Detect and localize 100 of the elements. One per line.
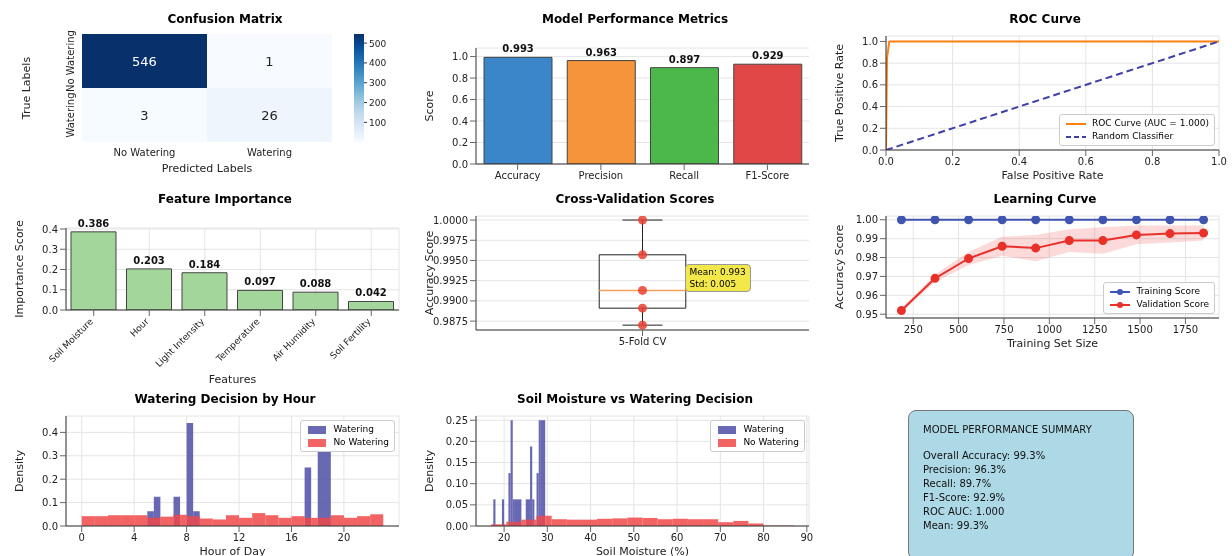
y-tick-label: 1.00	[855, 214, 878, 226]
x-tick-label: 1.0	[1211, 156, 1227, 168]
y-tick-label: 0.4	[42, 223, 58, 235]
chart-title: Model Performance Metrics	[540, 12, 730, 28]
y-axis-title: True Positive Rate	[832, 43, 846, 143]
x-tick-label: 40	[584, 532, 597, 544]
text: ROC AUC: 1.000	[923, 505, 1006, 519]
y-tick-label: 0.20	[445, 435, 468, 447]
data-label: 0.963	[585, 46, 618, 58]
text: Mean: 99.3%	[923, 519, 990, 533]
x-tick-label: 12	[232, 532, 246, 544]
y-tick-label: 0.6	[862, 79, 878, 91]
x-tick-label: 1250	[1081, 324, 1108, 336]
y-tick-label: 0.9975	[433, 234, 468, 246]
data-label: 3	[140, 108, 149, 123]
legend-label: No Watering	[743, 436, 799, 449]
y-tick-label: 0.9925	[433, 275, 468, 287]
x-axis-title: Soil Moisture (%)	[595, 545, 690, 556]
text: Recall: 89.7%	[923, 477, 993, 491]
text: Overall Accuracy: 99.3%	[923, 449, 1047, 463]
chart-title: Watering Decision by Hour	[133, 392, 317, 408]
chart-title: Feature Importance	[157, 192, 293, 208]
x-tick-label: 30	[540, 532, 554, 544]
y-tick-label: 0.6	[452, 94, 468, 106]
y-tick-label: 0.3	[42, 243, 58, 255]
x-tick-label: 0.2	[944, 156, 961, 168]
x-tick-label: 60	[670, 532, 684, 544]
chart-title: Cross-Validation Scores	[554, 192, 716, 208]
x-tick-label: 0.4	[1011, 156, 1028, 168]
color-bar-label: 200	[369, 98, 387, 109]
y-tick-label: 0.4	[862, 101, 878, 113]
x-tick-label: 20	[497, 532, 511, 544]
y-tick-label: 0.15	[445, 457, 468, 469]
y-tick-label: 0.96	[855, 289, 878, 301]
y-tick-label: 0.9875	[433, 315, 468, 327]
y-tick-label: 1.0000	[433, 214, 468, 226]
y-tick-label: 0.00	[445, 520, 468, 532]
y-tick-label: 0.05	[445, 499, 468, 511]
x-tick-label: 50	[627, 532, 641, 544]
x-tick-label: 5-Fold CV	[618, 336, 667, 348]
x-tick-label: Accuracy	[494, 170, 541, 182]
y-tick-label: 0.1	[42, 284, 58, 296]
text: MODEL PERFORMANCE SUMMARY	[923, 423, 1093, 437]
x-tick-label: 1500	[1127, 324, 1153, 336]
data-label: 0.203	[133, 254, 165, 266]
x-axis-title: Training Set Size	[1005, 337, 1099, 350]
legend-label: No Watering	[333, 436, 389, 449]
y-tick-label: 0.2	[42, 473, 58, 485]
y-tick-label: 0.97	[855, 270, 878, 282]
y-tick-label: 1.0	[452, 51, 468, 63]
y-tick-label: 0.8	[452, 72, 468, 84]
x-tick-label: 0.0	[878, 156, 894, 168]
y-axis-title: Importance Score	[12, 220, 26, 318]
x-tick-label: 0	[78, 532, 85, 544]
y-tick-label: 0.4	[42, 426, 58, 438]
y-axis-title: Density	[422, 449, 436, 492]
y-tick-label: 0.99	[855, 233, 878, 245]
x-tick-label: 750	[994, 324, 1014, 336]
y-axis-title: Accuracy Score	[832, 224, 846, 310]
x-tick-label: 0.6	[1077, 156, 1094, 168]
data-label: 0.184	[188, 258, 221, 270]
x-axis-title: False Positive Rate	[1001, 169, 1104, 182]
x-tick-label: 80	[757, 532, 770, 544]
data-label: 26	[261, 108, 278, 123]
y-tick-label: 0.4	[452, 115, 468, 127]
y-tick-label: 0.2	[42, 264, 58, 276]
x-tick-label: Precision	[578, 170, 624, 182]
chart-title: Learning Curve	[992, 192, 1098, 208]
x-tick-label: 8	[183, 532, 190, 544]
color-bar-label: 500	[369, 38, 387, 49]
y-tick-label: 0.9950	[433, 255, 468, 267]
y-tick-label: 0.0	[42, 304, 58, 316]
legend-label: Watering	[743, 423, 784, 436]
data-label: 0.897	[668, 53, 701, 65]
data-label: 0.929	[751, 50, 784, 62]
x-tick-label: 70	[713, 532, 727, 544]
y-tick-label: 0.10	[445, 478, 468, 490]
y-tick-label: 0.3	[42, 450, 58, 462]
chart-title: ROC Curve	[1008, 12, 1082, 28]
data-label: 0.097	[244, 276, 276, 288]
x-tick-label: 4	[130, 532, 138, 544]
data-label: 1	[265, 54, 274, 69]
legend-label: Training Score	[1136, 285, 1201, 298]
chart-title: Soil Moisture vs Watering Decision	[516, 392, 754, 408]
data-label: 0.042	[355, 287, 387, 299]
data-label: 0.088	[299, 278, 332, 290]
y-tick-label: 1.0	[862, 35, 878, 47]
y-tick-label: 0.2	[862, 122, 878, 134]
legend-label: Random Classifier	[1092, 130, 1174, 143]
legend-label: ROC Curve (AUC = 1.000)	[1092, 117, 1209, 130]
x-tick-label: Recall	[669, 170, 700, 182]
y-tick-label: 0.95	[855, 308, 878, 320]
y-tick-label: 0.0	[42, 520, 58, 532]
y-tick-label: 0.9900	[433, 295, 468, 307]
x-tick-label: 500	[949, 324, 969, 336]
chart-title: Confusion Matrix	[166, 12, 284, 28]
data-label: 0.993	[502, 43, 534, 55]
x-axis-title: Predicted Labels	[161, 162, 253, 175]
data-label: 0.386	[77, 217, 110, 229]
x-tick-label: F1-Score	[745, 170, 790, 182]
